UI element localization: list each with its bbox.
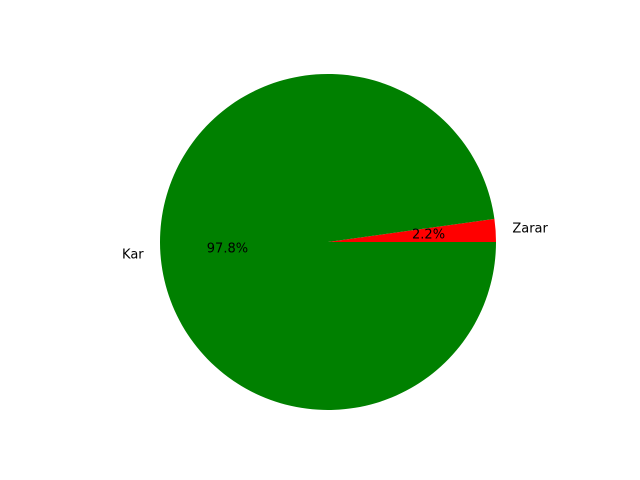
slice-label-kar: Kar	[122, 247, 144, 262]
slice-label-zarar: Zarar	[512, 222, 548, 237]
pie-labels: Zarar 2.2% Kar 97.8%	[122, 222, 549, 263]
pie-slice-zarar	[328, 218, 496, 242]
slice-percent-zarar: 2.2%	[412, 228, 445, 243]
slice-percent-kar: 97.8%	[207, 241, 248, 256]
pie-slice-kar	[160, 73, 496, 410]
pie-slices	[160, 73, 496, 410]
